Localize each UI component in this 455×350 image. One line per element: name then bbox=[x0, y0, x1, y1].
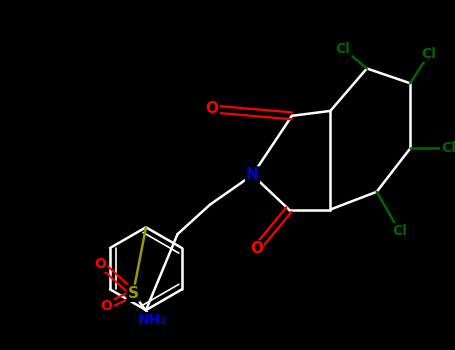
Text: S: S bbox=[128, 286, 139, 301]
Text: Cl: Cl bbox=[392, 224, 407, 238]
Text: O: O bbox=[250, 241, 263, 257]
Text: Cl: Cl bbox=[441, 141, 455, 155]
Text: Cl: Cl bbox=[336, 42, 351, 56]
Text: O: O bbox=[95, 257, 106, 271]
Text: NH₂: NH₂ bbox=[138, 313, 167, 327]
Text: O: O bbox=[206, 102, 218, 117]
Text: N: N bbox=[246, 168, 259, 182]
Text: O: O bbox=[101, 299, 112, 313]
Text: Cl: Cl bbox=[421, 47, 436, 61]
